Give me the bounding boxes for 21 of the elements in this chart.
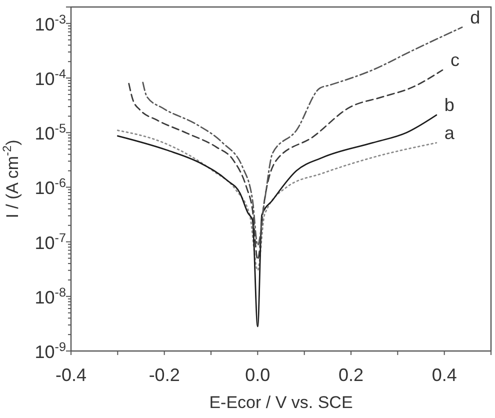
y-tick-label: 10$^{-9}$ <box>34 340 66 362</box>
y-tick-label: 10$^{-4}$ <box>34 67 66 90</box>
series-label: d <box>470 7 480 28</box>
x-axis-title: E-Ecor / V vs. SCE <box>209 393 353 412</box>
series-label: c <box>450 50 460 70</box>
x-tick-label: -0.2 <box>148 365 180 385</box>
series-label: a <box>444 122 456 143</box>
y-tick-label: 10$^{-6}$ <box>34 176 66 198</box>
line-series <box>142 26 463 246</box>
line-series <box>128 69 444 260</box>
x-tick-label: -0.4 <box>55 365 87 385</box>
x-tick-label: 0.2 <box>338 365 364 385</box>
y-tick-label: 10$^{-3}$ <box>34 12 66 34</box>
line-series <box>116 114 438 328</box>
series-label: b <box>444 95 454 116</box>
y-tick-label: 10$^{-7}$ <box>34 230 66 253</box>
x-tick-label: 0.0 <box>245 365 270 385</box>
y-tick-label: 10$^{-8}$ <box>34 285 66 308</box>
line-series <box>116 130 438 272</box>
x-tick-label: 0.4 <box>432 365 457 385</box>
y-tick-label: 10$^{-5}$ <box>34 122 66 144</box>
